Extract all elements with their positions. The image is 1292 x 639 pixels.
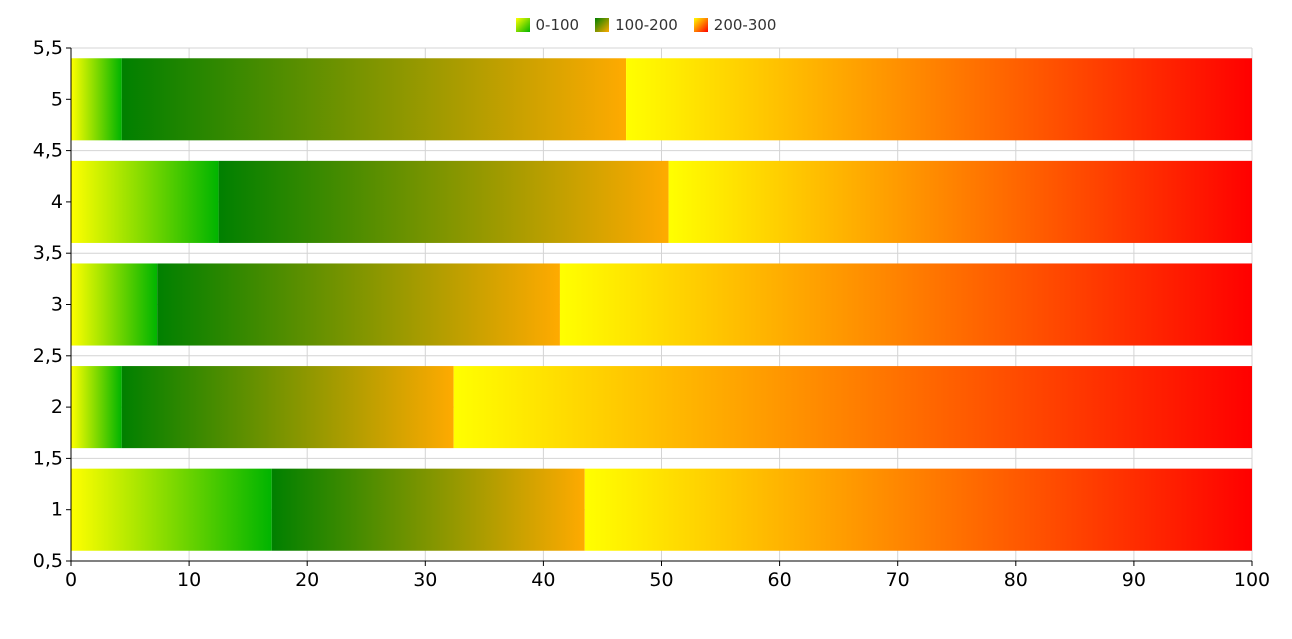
legend-item-0-100: 0-100: [515, 16, 580, 34]
y-tick-label: 0,5: [33, 550, 63, 572]
bar-0-100-cat-4: [71, 160, 219, 243]
y-tick-label: 2,5: [33, 345, 63, 367]
x-tick-label: 30: [413, 569, 437, 591]
legend-label-200-300: 200-300: [713, 16, 777, 34]
bar-200-300-cat-4: [668, 160, 1252, 243]
bar-0-100-cat-3: [71, 263, 158, 346]
axes: 0 10 20 30 40 50 60 70 80 90 100 0,5 1 1,5 2 2,5 3 3,5 4 4,…: [33, 37, 1270, 591]
x-tick-label: 60: [768, 569, 792, 591]
x-tick-label: 20: [295, 569, 319, 591]
legend-item-200-300: 200-300: [693, 16, 777, 34]
y-tick-label: 3: [51, 294, 63, 316]
y-tick-label: 5: [51, 88, 63, 110]
bar-200-300-cat-1: [584, 468, 1252, 551]
legend-label-0-100: 0-100: [535, 16, 580, 34]
bar-0-100-cat-1: [71, 468, 272, 551]
y-tick-label: 4: [51, 191, 63, 213]
bar-200-300-cat-2: [453, 366, 1252, 449]
bar-100-200-cat-1: [271, 468, 585, 551]
bar-100-200-cat-5: [121, 58, 627, 141]
legend-item-100-200: 100-200: [595, 16, 678, 34]
bar-0-100-cat-5: [71, 58, 122, 141]
y-tick-label: 2: [51, 396, 63, 418]
bar-100-200-cat-3: [157, 263, 560, 346]
y-tick-label: 3,5: [33, 242, 63, 264]
legend: 0-100 100-200 200-300: [0, 16, 1292, 34]
x-tick-label: 10: [177, 569, 201, 591]
legend-swatch-100-200: [595, 18, 610, 32]
bar-100-200-cat-4: [218, 160, 669, 243]
y-tick-label: 1: [51, 499, 63, 521]
y-tick-label: 4,5: [33, 140, 63, 162]
legend-swatch-0-100: [515, 18, 530, 32]
bar-200-300-cat-3: [559, 263, 1252, 346]
x-tick-label: 90: [1122, 569, 1146, 591]
x-tick-label: 70: [886, 569, 910, 591]
x-tick-label: 100: [1234, 569, 1270, 591]
legend-swatch-200-300: [693, 18, 708, 32]
x-tick-label: 50: [649, 569, 673, 591]
bars: [71, 58, 1252, 551]
legend-label-100-200: 100-200: [615, 16, 678, 34]
y-tick-label: 1,5: [33, 447, 63, 469]
y-tick-label: 5,5: [33, 37, 63, 59]
bar-0-100-cat-2: [71, 366, 122, 449]
bar-100-200-cat-2: [121, 366, 454, 449]
x-tick-label: 0: [65, 569, 77, 591]
bar-200-300-cat-5: [626, 58, 1252, 141]
x-tick-label: 80: [1004, 569, 1028, 591]
x-tick-label: 40: [531, 569, 555, 591]
